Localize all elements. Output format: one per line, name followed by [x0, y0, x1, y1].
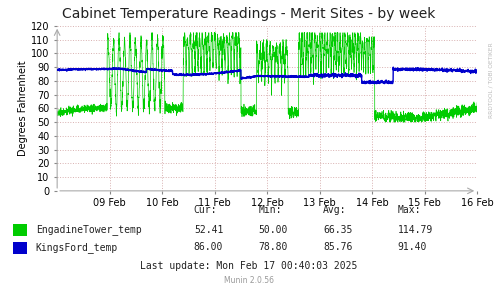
Text: 91.40: 91.40 — [398, 243, 427, 252]
Text: 86.00: 86.00 — [194, 243, 223, 252]
Text: KingsFord_temp: KingsFord_temp — [36, 242, 118, 253]
Text: 52.41: 52.41 — [194, 225, 223, 234]
Text: Last update: Mon Feb 17 00:40:03 2025: Last update: Mon Feb 17 00:40:03 2025 — [140, 261, 357, 271]
Y-axis label: Degrees Fahrenheit: Degrees Fahrenheit — [18, 61, 28, 156]
Text: Munin 2.0.56: Munin 2.0.56 — [224, 276, 273, 285]
Text: Cur:: Cur: — [194, 205, 217, 214]
Text: RRDTOOL / TOBI OETIKER: RRDTOOL / TOBI OETIKER — [488, 42, 493, 118]
Text: 85.76: 85.76 — [323, 243, 352, 252]
Text: 114.79: 114.79 — [398, 225, 433, 234]
Text: Cabinet Temperature Readings - Merit Sites - by week: Cabinet Temperature Readings - Merit Sit… — [62, 7, 435, 21]
Text: 50.00: 50.00 — [258, 225, 288, 234]
Text: Min:: Min: — [258, 205, 282, 214]
Text: Avg:: Avg: — [323, 205, 346, 214]
Text: 78.80: 78.80 — [258, 243, 288, 252]
Text: EngadineTower_temp: EngadineTower_temp — [36, 224, 142, 235]
Text: Max:: Max: — [398, 205, 421, 214]
Text: 66.35: 66.35 — [323, 225, 352, 234]
